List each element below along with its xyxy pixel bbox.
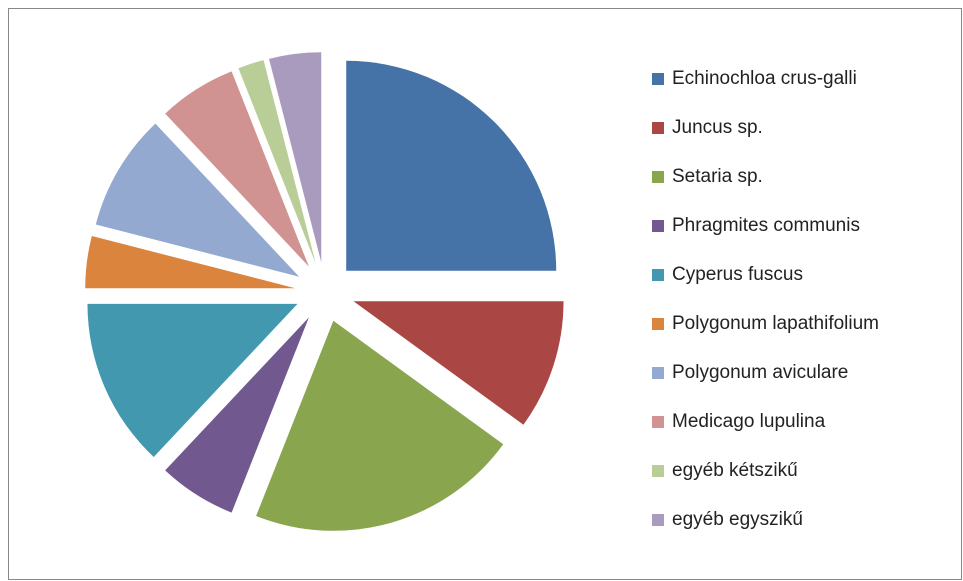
- pie-slice: [95, 123, 300, 277]
- legend-swatch: [652, 367, 664, 379]
- legend-swatch: [652, 171, 664, 183]
- legend-swatch: [652, 514, 664, 526]
- legend-label: Medicago lupulina: [672, 411, 826, 432]
- legend-swatch: [652, 122, 664, 134]
- legend-label: egyéb kétszikű: [672, 460, 798, 481]
- legend-label: Polygonum lapathifolium: [672, 313, 879, 334]
- pie-slice: [85, 236, 296, 289]
- pie-slice: [165, 71, 309, 267]
- chart-frame: [8, 8, 962, 580]
- pie-slice: [256, 320, 504, 531]
- pie-slice: [238, 60, 316, 264]
- legend-swatch: [652, 318, 664, 330]
- legend-label: Phragmites communis: [672, 215, 860, 236]
- legend-label: Juncus sp.: [672, 117, 763, 138]
- legend-swatch: [652, 269, 664, 281]
- legend-swatch: [652, 220, 664, 232]
- pie-slice: [346, 60, 557, 271]
- legend-swatch: [652, 73, 664, 85]
- legend-swatch: [652, 465, 664, 477]
- legend-label: Setaria sp.: [672, 166, 763, 187]
- legend-label: Echinochloa crus-galli: [672, 68, 857, 89]
- pie-slice: [353, 301, 564, 425]
- legend-swatch: [652, 416, 664, 428]
- legend-label: Cyperus fuscus: [672, 264, 803, 285]
- legend-label: Polygonum aviculare: [672, 362, 848, 383]
- pie-slice: [87, 303, 298, 457]
- pie-slice: [165, 317, 309, 513]
- legend-label: egyéb egyszikű: [672, 509, 803, 530]
- pie-slice: [269, 52, 322, 263]
